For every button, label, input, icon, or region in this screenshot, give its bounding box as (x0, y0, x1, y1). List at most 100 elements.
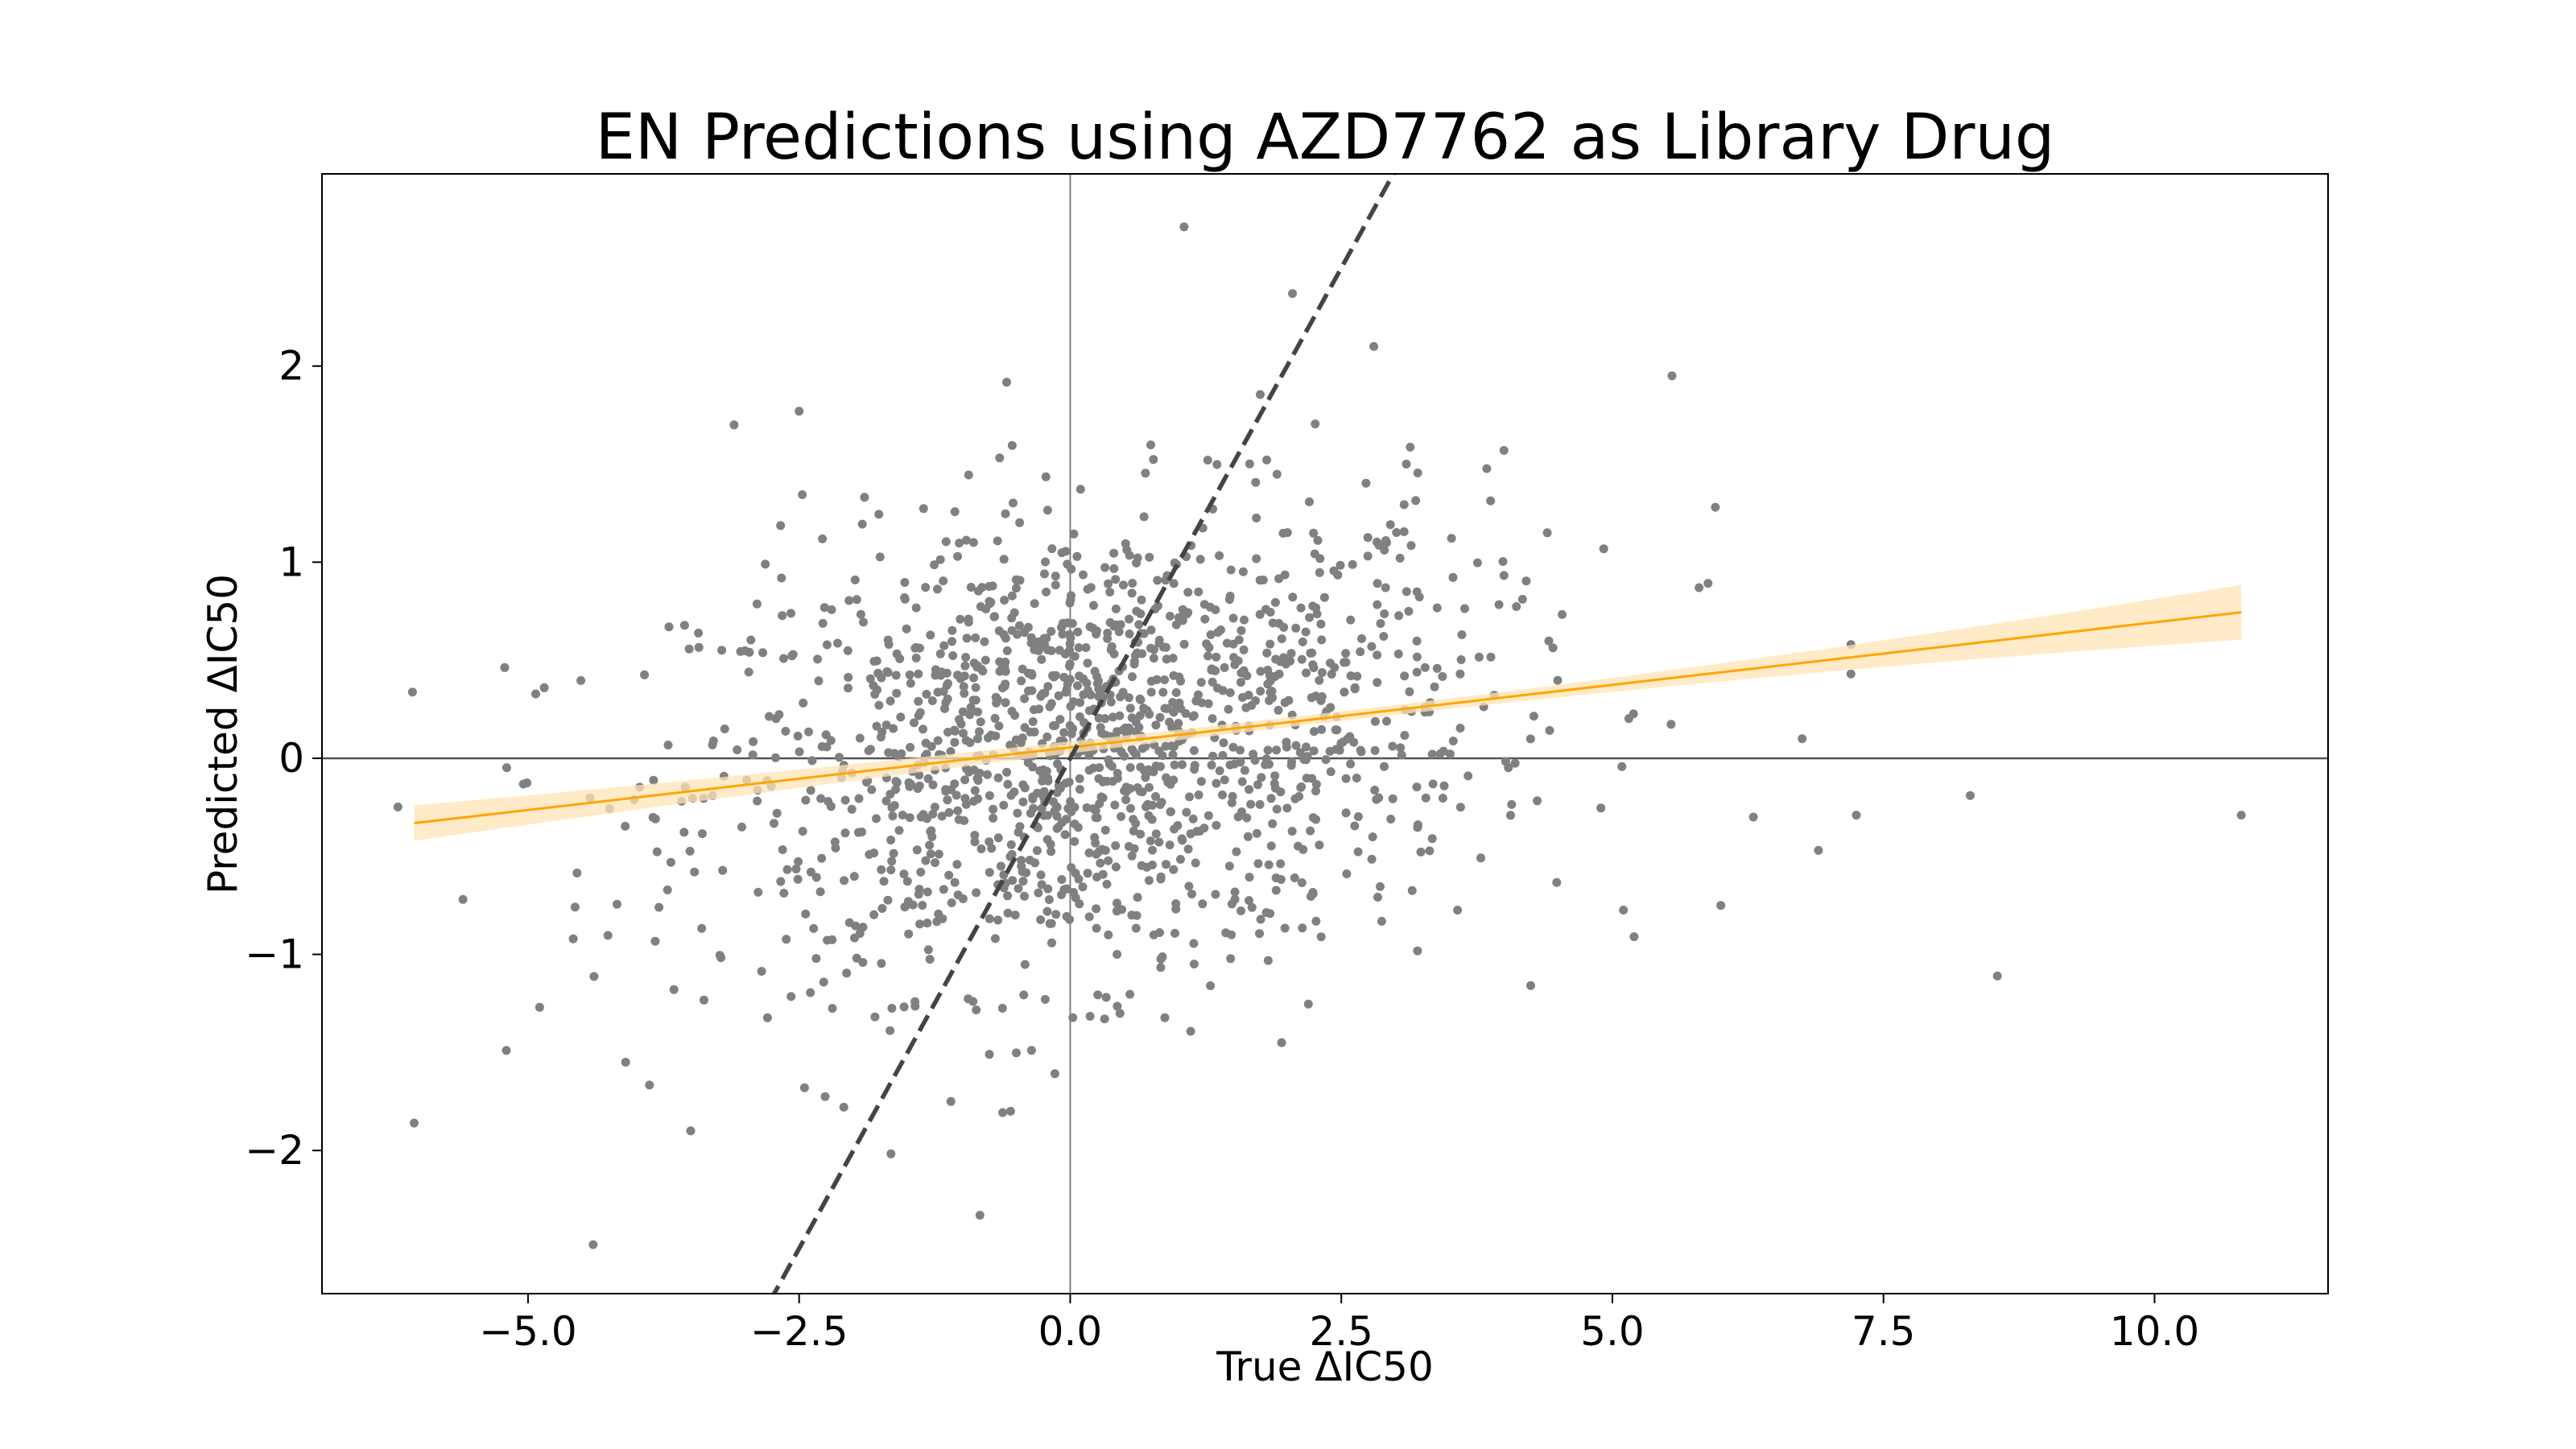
data-point (794, 857, 803, 866)
data-point (1212, 778, 1221, 788)
data-point (1265, 696, 1274, 705)
data-point (999, 800, 1009, 810)
data-point (1846, 669, 1856, 679)
data-point (1438, 671, 1447, 681)
data-point (1306, 826, 1315, 836)
data-point (877, 904, 887, 913)
data-point (1189, 960, 1199, 969)
data-point (958, 707, 968, 716)
data-point (1421, 793, 1430, 803)
data-point (1196, 678, 1206, 687)
data-point (700, 995, 708, 1005)
data-point (949, 725, 959, 735)
data-point (954, 815, 964, 824)
data-point (828, 935, 837, 944)
data-point (1204, 643, 1214, 652)
data-point (1353, 847, 1363, 857)
data-point (1024, 686, 1033, 696)
data-point (1130, 650, 1140, 660)
data-point (1427, 749, 1437, 759)
data-point (983, 770, 992, 779)
data-point (795, 407, 804, 416)
data-point (889, 724, 898, 733)
data-point (1020, 694, 1030, 704)
data-point (914, 669, 923, 679)
data-point (991, 692, 1001, 702)
x-tick-label: 10.0 (2110, 1308, 2199, 1355)
data-point (1129, 659, 1139, 669)
data-point (1226, 954, 1236, 964)
data-point (985, 868, 994, 877)
data-point (679, 621, 689, 630)
data-point (1246, 799, 1256, 809)
data-point (1042, 506, 1052, 515)
data-point (887, 857, 897, 866)
data-point (1042, 732, 1052, 741)
data-point (939, 687, 948, 696)
data-point (1308, 813, 1318, 823)
data-point (1162, 860, 1170, 869)
data-point (896, 712, 906, 722)
data-point (888, 811, 898, 821)
data-point (840, 795, 850, 805)
data-point (952, 860, 962, 869)
data-point (663, 886, 672, 894)
data-point (976, 717, 985, 727)
data-point (1447, 534, 1456, 543)
data-point (1003, 779, 1013, 789)
data-point (1100, 563, 1110, 572)
data-point (1092, 873, 1102, 881)
data-point (1305, 613, 1315, 622)
data-point (1131, 717, 1141, 727)
data-point (1125, 630, 1134, 638)
data-point (1029, 803, 1038, 813)
data-point (886, 696, 895, 706)
data-point (970, 831, 980, 840)
data-point (1082, 679, 1092, 688)
x-tick-label: 5.0 (1580, 1308, 1645, 1355)
data-point (1186, 1026, 1195, 1036)
data-point (948, 651, 958, 660)
data-point (1084, 848, 1094, 857)
data-point (1476, 853, 1485, 863)
data-point (1156, 954, 1166, 964)
data-point (1129, 826, 1138, 836)
data-point (1544, 636, 1554, 646)
data-point (1065, 659, 1075, 669)
data-point (1136, 786, 1145, 796)
data-point (1507, 799, 1517, 809)
data-point (1208, 677, 1217, 687)
data-point (1412, 782, 1422, 792)
data-point (1046, 840, 1055, 849)
data-point (1174, 719, 1183, 728)
data-point (1148, 861, 1157, 869)
data-point (1430, 682, 1439, 691)
data-point (1067, 564, 1076, 574)
data-point (990, 713, 1000, 723)
data-point (1298, 923, 1307, 933)
data-point (1047, 938, 1056, 947)
data-point (1052, 811, 1062, 821)
data-point (953, 551, 963, 561)
data-point (989, 804, 998, 814)
data-point (1282, 528, 1292, 538)
data-point (650, 936, 660, 946)
data-point (923, 919, 932, 928)
data-point (1104, 856, 1113, 865)
data-point (879, 877, 889, 886)
data-point (746, 635, 756, 645)
data-point (883, 635, 893, 645)
data-point (1311, 779, 1321, 789)
data-point (640, 670, 650, 679)
x-axis-label: True ΔIC50 (1216, 1344, 1434, 1390)
data-point (1311, 691, 1320, 701)
data-point (1057, 875, 1067, 884)
data-point (1194, 690, 1203, 700)
data-point (1083, 869, 1092, 878)
data-point (1286, 761, 1296, 770)
data-point (1065, 646, 1075, 655)
data-point (1045, 702, 1055, 712)
data-point (1034, 888, 1043, 898)
data-point (1367, 642, 1377, 651)
data-point (956, 720, 966, 729)
